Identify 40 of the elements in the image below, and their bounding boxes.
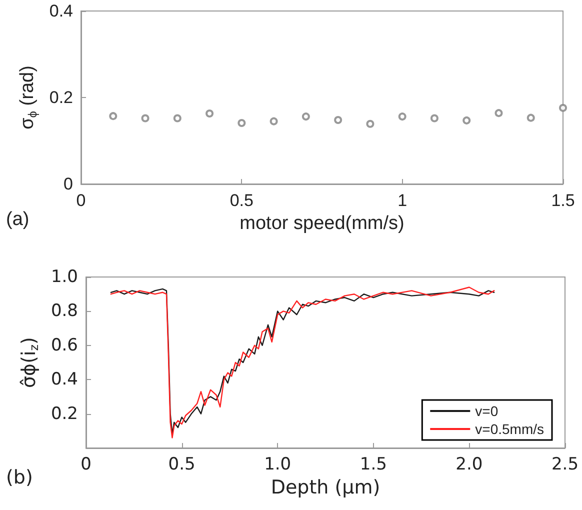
x-tick-label: 1.5 <box>551 191 575 210</box>
point <box>302 112 310 121</box>
point <box>366 120 374 128</box>
x-tick-label: 0.5 <box>168 454 196 474</box>
y-tick-label: 0.2 <box>50 404 78 424</box>
y-axis-title: σ̂ϕ(iz) <box>18 337 42 388</box>
legend-label: v=0.5mm/s <box>475 421 544 437</box>
x-tick-label: 1.5 <box>360 454 387 474</box>
x-tick-label: 1 <box>398 191 408 210</box>
y-tick-label: 0.4 <box>49 2 73 20</box>
y-tick-label: 0.4 <box>50 370 78 390</box>
point <box>206 110 214 118</box>
point <box>270 117 278 126</box>
point <box>559 104 567 112</box>
y-tick-label: 1.0 <box>50 267 78 287</box>
x-axis-title: Depth (μm) <box>270 476 380 498</box>
x-tick-label: 2.5 <box>551 454 579 474</box>
point <box>238 119 246 128</box>
y-tick-label: 0.6 <box>50 335 78 356</box>
point <box>141 114 150 122</box>
x-tick-label: 0.5 <box>230 191 254 210</box>
point <box>173 114 182 122</box>
point <box>462 116 471 124</box>
point <box>430 114 438 122</box>
x-tick-label: 0 <box>80 454 92 474</box>
y-axis-title: σϕ (rad) <box>16 66 40 130</box>
text: (a) <box>6 209 30 230</box>
x-tick-label: 1.0 <box>264 454 292 474</box>
y-tick-label: 0.2 <box>49 88 73 107</box>
x-axis-title: motor speed(mm/s) <box>240 213 404 234</box>
y-tick-label: 0 <box>64 174 73 194</box>
text: (b) <box>6 466 33 488</box>
point <box>494 109 503 118</box>
point <box>526 114 535 122</box>
point <box>334 116 342 124</box>
point <box>398 112 406 121</box>
legend-label: v=0 <box>475 403 498 419</box>
x-tick-label: 2.0 <box>456 454 483 474</box>
y-tick-label: 0.8 <box>50 301 78 322</box>
point <box>109 112 118 120</box>
